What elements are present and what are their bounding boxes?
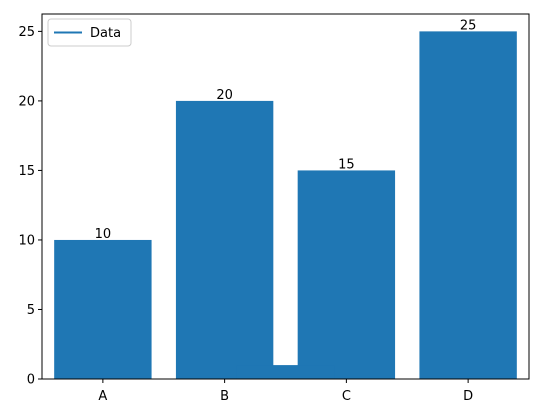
y-tick-label: 10 — [18, 233, 35, 248]
overlay-bar — [236, 365, 335, 379]
x-tick-label-d: D — [463, 389, 473, 404]
bar-a — [54, 239, 152, 379]
bar-c — [297, 170, 396, 379]
legend: Data — [47, 18, 132, 47]
y-tick-label: 20 — [18, 94, 35, 109]
data-label-d: 25 — [460, 18, 477, 33]
bar-b — [175, 100, 274, 380]
data-label-b: 20 — [216, 88, 233, 103]
bar-d — [419, 31, 517, 380]
y-tick-label: 5 — [27, 303, 35, 318]
y-tick-label: 25 — [18, 25, 35, 40]
x-tick-label-c: C — [342, 389, 351, 404]
bars-layer — [54, 31, 517, 380]
axes-layer — [38, 13, 530, 383]
legend-label: Data — [90, 26, 121, 41]
legend-box — [47, 18, 132, 47]
axes-frame — [41, 13, 530, 380]
labels-layer: 10 20 15 25 0 5 10 15 20 25 A B C D — [18, 18, 476, 404]
x-tick-label-b: B — [220, 389, 229, 404]
y-tick-label: 0 — [27, 373, 35, 388]
data-label-c: 15 — [338, 157, 355, 172]
y-tick-label: 15 — [18, 164, 35, 179]
data-label-a: 10 — [95, 227, 112, 242]
x-tick-label-a: A — [98, 389, 107, 404]
